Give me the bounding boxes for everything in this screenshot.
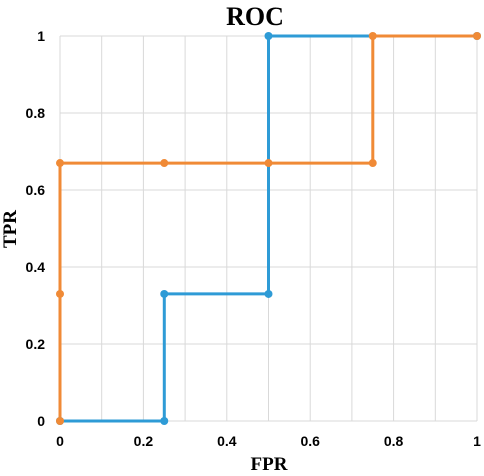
y-tick-label: 0: [37, 413, 45, 429]
series-2-point: [368, 159, 377, 168]
series-1-point: [264, 289, 273, 298]
y-tick-label: 0.4: [26, 259, 46, 275]
chart-title: ROC: [226, 2, 284, 31]
series-2-point: [473, 32, 481, 40]
series-line-2: [58, 34, 477, 421]
x-axis-label: FPR: [251, 454, 288, 475]
series-2-point: [56, 289, 64, 298]
series-1-point: [160, 289, 169, 298]
y-tick-labels: 0 0.2 0.4 0.6 0.8 1: [26, 28, 46, 429]
y-axis-label: TPR: [0, 210, 21, 248]
x-tick-label: 0.4: [217, 433, 237, 449]
y-tick-label: 0.8: [26, 105, 46, 121]
y-tick-label: 0.6: [26, 182, 46, 198]
x-tick-label: 0.2: [134, 433, 154, 449]
series-1-point: [160, 417, 169, 425]
series-2-point: [56, 417, 64, 425]
x-tick-label: 1: [473, 433, 481, 449]
series-2-point: [56, 159, 64, 168]
y-tick-label: 0.2: [26, 336, 46, 352]
x-tick-labels: 0 0.2 0.4 0.6 0.8 1: [56, 433, 481, 449]
x-tick-label: 0.6: [300, 433, 320, 449]
series-2-point: [264, 159, 273, 168]
series-line-1: [60, 34, 477, 423]
x-tick-label: 0.8: [384, 433, 404, 449]
y-tick-label: 1: [37, 28, 45, 44]
series-1-point: [264, 32, 273, 40]
series-group: [56, 32, 481, 425]
series-2-point: [368, 32, 377, 40]
x-tick-label: 0: [56, 433, 64, 449]
series-2-point: [160, 159, 169, 168]
